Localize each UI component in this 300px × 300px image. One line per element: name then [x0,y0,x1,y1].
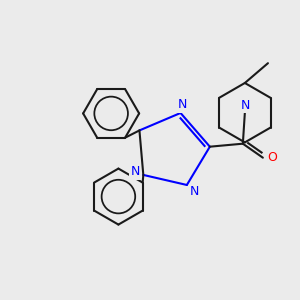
Text: N: N [178,98,187,112]
Text: N: N [241,99,250,112]
Text: N: N [130,165,140,178]
Text: N: N [190,185,200,199]
Text: O: O [267,151,277,164]
